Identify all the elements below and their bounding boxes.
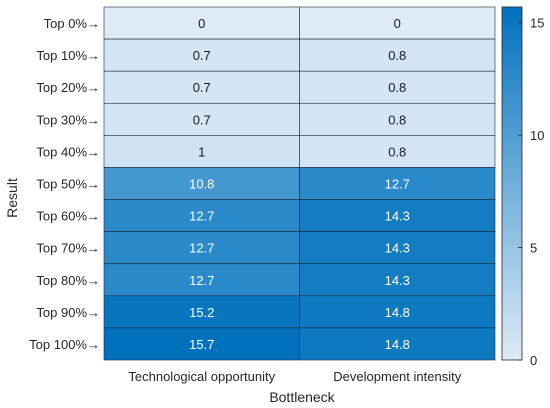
- x-axis-label: Bottleneck: [269, 389, 335, 405]
- heatmap-cell: [299, 199, 496, 232]
- cell-value-label: 0.7: [193, 80, 211, 95]
- cell-value-label: 15.2: [189, 305, 214, 320]
- cell-value-label: 0: [394, 16, 401, 31]
- heatmap-cell: [299, 70, 496, 104]
- cell-value-label: 14.3: [385, 273, 410, 288]
- row-tick-label: Top 100%→: [29, 337, 100, 352]
- cell-value-label: 0.8: [388, 80, 406, 95]
- row-tick-label: Top 90%→: [36, 305, 100, 320]
- heatmap-cell: [299, 167, 496, 200]
- row-tick-label: Top 30%→: [36, 112, 100, 127]
- row-tick-label: Top 40%→: [36, 144, 100, 159]
- row-tick-label: Top 20%→: [36, 80, 100, 95]
- heatmap-cell: [103, 38, 300, 72]
- colorbar-tick-label: 5: [530, 241, 537, 256]
- cell-value-label: 0.7: [193, 112, 211, 127]
- heatmap-cell: [103, 6, 300, 40]
- cell-value-label: 0.8: [388, 112, 406, 127]
- heatmap-cell: [299, 38, 496, 72]
- cell-value-label: 14.3: [385, 209, 410, 224]
- column-tick-label: Development intensity: [333, 369, 461, 384]
- cell-value-label: 0.7: [193, 48, 211, 63]
- heatmap-cell: [103, 199, 300, 232]
- cell-value-label: 12.7: [189, 209, 214, 224]
- heatmap-cells: [103, 6, 496, 361]
- column-tick-label: Technological opportunity: [128, 369, 275, 384]
- cell-value-label: 14.8: [385, 305, 410, 320]
- column-tick-labels: Technological opportunity Development int…: [128, 369, 461, 384]
- heatmap-cell: [299, 135, 496, 168]
- colorbar-ticks: 0 5 10 15: [518, 16, 544, 368]
- row-tick-label: Top 50%→: [36, 177, 100, 192]
- colorbar-tick-label: 0: [530, 353, 537, 368]
- row-tick-label: Top 10%→: [36, 48, 100, 63]
- cell-value-label: 0.8: [388, 144, 406, 159]
- cell-value-label: 0: [198, 16, 205, 31]
- row-tick-label: Top 60%→: [36, 209, 100, 224]
- y-axis-label: Result: [4, 178, 20, 218]
- heatmap-cell: [299, 6, 496, 40]
- cell-value-label: 12.7: [385, 177, 410, 192]
- colorbar-tick-label: 15: [530, 16, 544, 31]
- heatmap-cell: [299, 263, 496, 297]
- cell-value-label: 12.7: [189, 273, 214, 288]
- row-tick-label: Top 0%→: [44, 16, 100, 31]
- row-tick-label: Top 70%→: [36, 241, 100, 256]
- cell-value-label: 12.7: [189, 241, 214, 256]
- row-tick-labels: Top 0%→ Top 10%→ Top 20%→ Top 30%→ Top 40%→ T…: [29, 16, 100, 352]
- heatmap-cell: [103, 263, 300, 297]
- colorbar-tick-label: 10: [530, 128, 544, 143]
- cell-value-label: 14.3: [385, 241, 410, 256]
- heatmap-cell: [103, 70, 300, 104]
- heatmap-cell: [299, 295, 496, 329]
- cell-value-label: 1: [198, 144, 205, 159]
- heatmap-cell: [103, 327, 300, 361]
- cell-value-label: 14.8: [385, 337, 410, 352]
- heatmap-cell: [299, 327, 496, 361]
- heatmap-cell: [299, 102, 496, 136]
- cell-value-label: 15.7: [189, 337, 214, 352]
- heatmap-cell: [299, 231, 496, 265]
- heatmap-cell: [103, 231, 300, 265]
- cell-value-label: 0.8: [388, 48, 406, 63]
- row-tick-label: Top 80%→: [36, 273, 100, 288]
- heatmap-cell: [103, 295, 300, 329]
- colorbar: [501, 6, 523, 361]
- cell-value-labels: 0 00.7 0.80.7 0.80.7 0.81 0.810.8 12.712.7 14.3…: [189, 16, 410, 352]
- cell-value-label: 10.8: [189, 177, 214, 192]
